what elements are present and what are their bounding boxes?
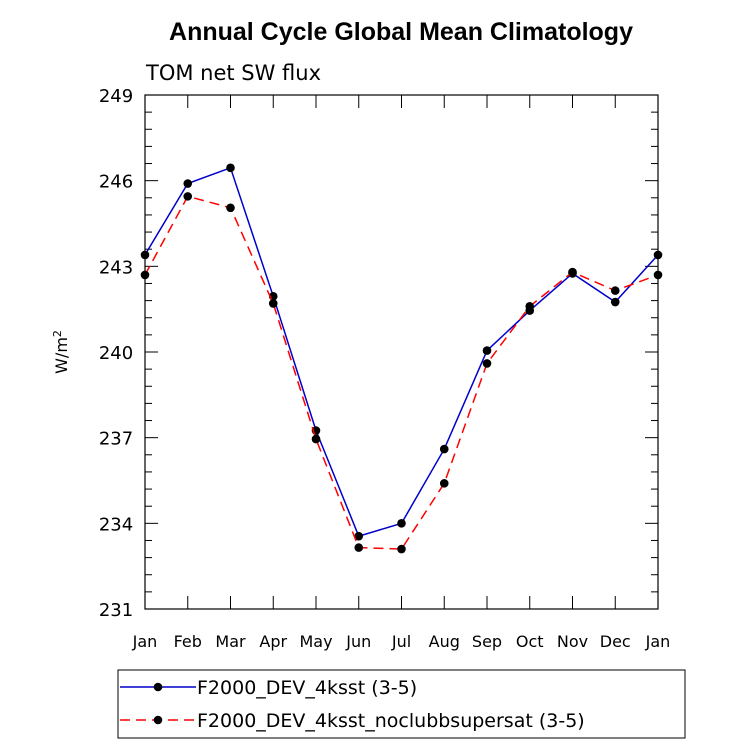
x-tick-label: Mar (215, 632, 246, 651)
series-2-point (568, 267, 577, 277)
series-1-point (226, 163, 235, 173)
x-tick-label: Jan (132, 632, 158, 651)
series-2-point (354, 543, 364, 552)
plot-frame (144, 94, 659, 610)
y-axis-label: W/m2 (51, 330, 71, 374)
series-2-point (397, 544, 406, 554)
series-2-point (140, 270, 150, 280)
legend-marker-2 (153, 715, 163, 725)
series-1-point (183, 179, 193, 188)
y-tick-label: 243 (99, 257, 133, 278)
x-tick-label: Jul (391, 632, 411, 651)
series-line-2 (144, 195, 659, 550)
legend: F2000_DEV_4ksst (3-5) F2000_DEV_4ksst_noc… (117, 669, 686, 739)
legend-label-1: F2000_DEV_4ksst (3-5) (197, 677, 417, 699)
y-tick-label: 249 (99, 86, 133, 107)
x-tick-label: May (299, 632, 332, 651)
y-tick-label: 246 (99, 172, 133, 193)
series-1-point (354, 531, 364, 541)
series-1-point (140, 250, 150, 260)
series-1-point (397, 519, 406, 528)
series-2-point (268, 299, 278, 308)
x-tick-label: Feb (174, 632, 202, 651)
x-tick-label: Aug (429, 632, 460, 651)
x-tick-label: Apr (259, 632, 287, 651)
x-tick-label: Jun (345, 632, 371, 651)
legend-label-2: F2000_DEV_4ksst_noclubbsupersat (3-5) (197, 710, 585, 732)
series-line-1 (144, 166, 659, 538)
x-tick-label: Oct (516, 632, 544, 651)
x-tick-label: Sep (472, 632, 502, 651)
series-2-point (183, 192, 193, 201)
plot-area: 231 234 237 240 243 246 249 Jan Feb Mar Apr May Jun J… (99, 86, 671, 651)
y-tick-label: 231 (99, 600, 133, 621)
series-1-point (653, 250, 663, 260)
legend-marker-1 (153, 682, 163, 692)
chart-subtitle: TOM net SW flux (145, 61, 321, 85)
series-1-point (610, 297, 620, 307)
series-2-point (482, 359, 492, 368)
series-2-point (439, 479, 449, 488)
series-2-point (226, 203, 235, 213)
legend-box (117, 669, 686, 739)
x-tick-label: Nov (557, 632, 588, 651)
y-tick-label: 234 (99, 514, 133, 535)
series-1-point (482, 346, 492, 355)
series-2-point (525, 302, 535, 311)
chart-title: Annual Cycle Global Mean Climatology (169, 18, 633, 46)
series-1-point (439, 444, 449, 454)
series-2-point (610, 286, 620, 295)
series-2-point (653, 270, 663, 280)
x-tick-label: Jan (645, 632, 671, 651)
series-2-point (311, 434, 321, 444)
y-tick-label: 240 (99, 343, 133, 364)
x-tick-label: Dec (600, 632, 631, 651)
y-tick-label: 237 (99, 429, 133, 450)
